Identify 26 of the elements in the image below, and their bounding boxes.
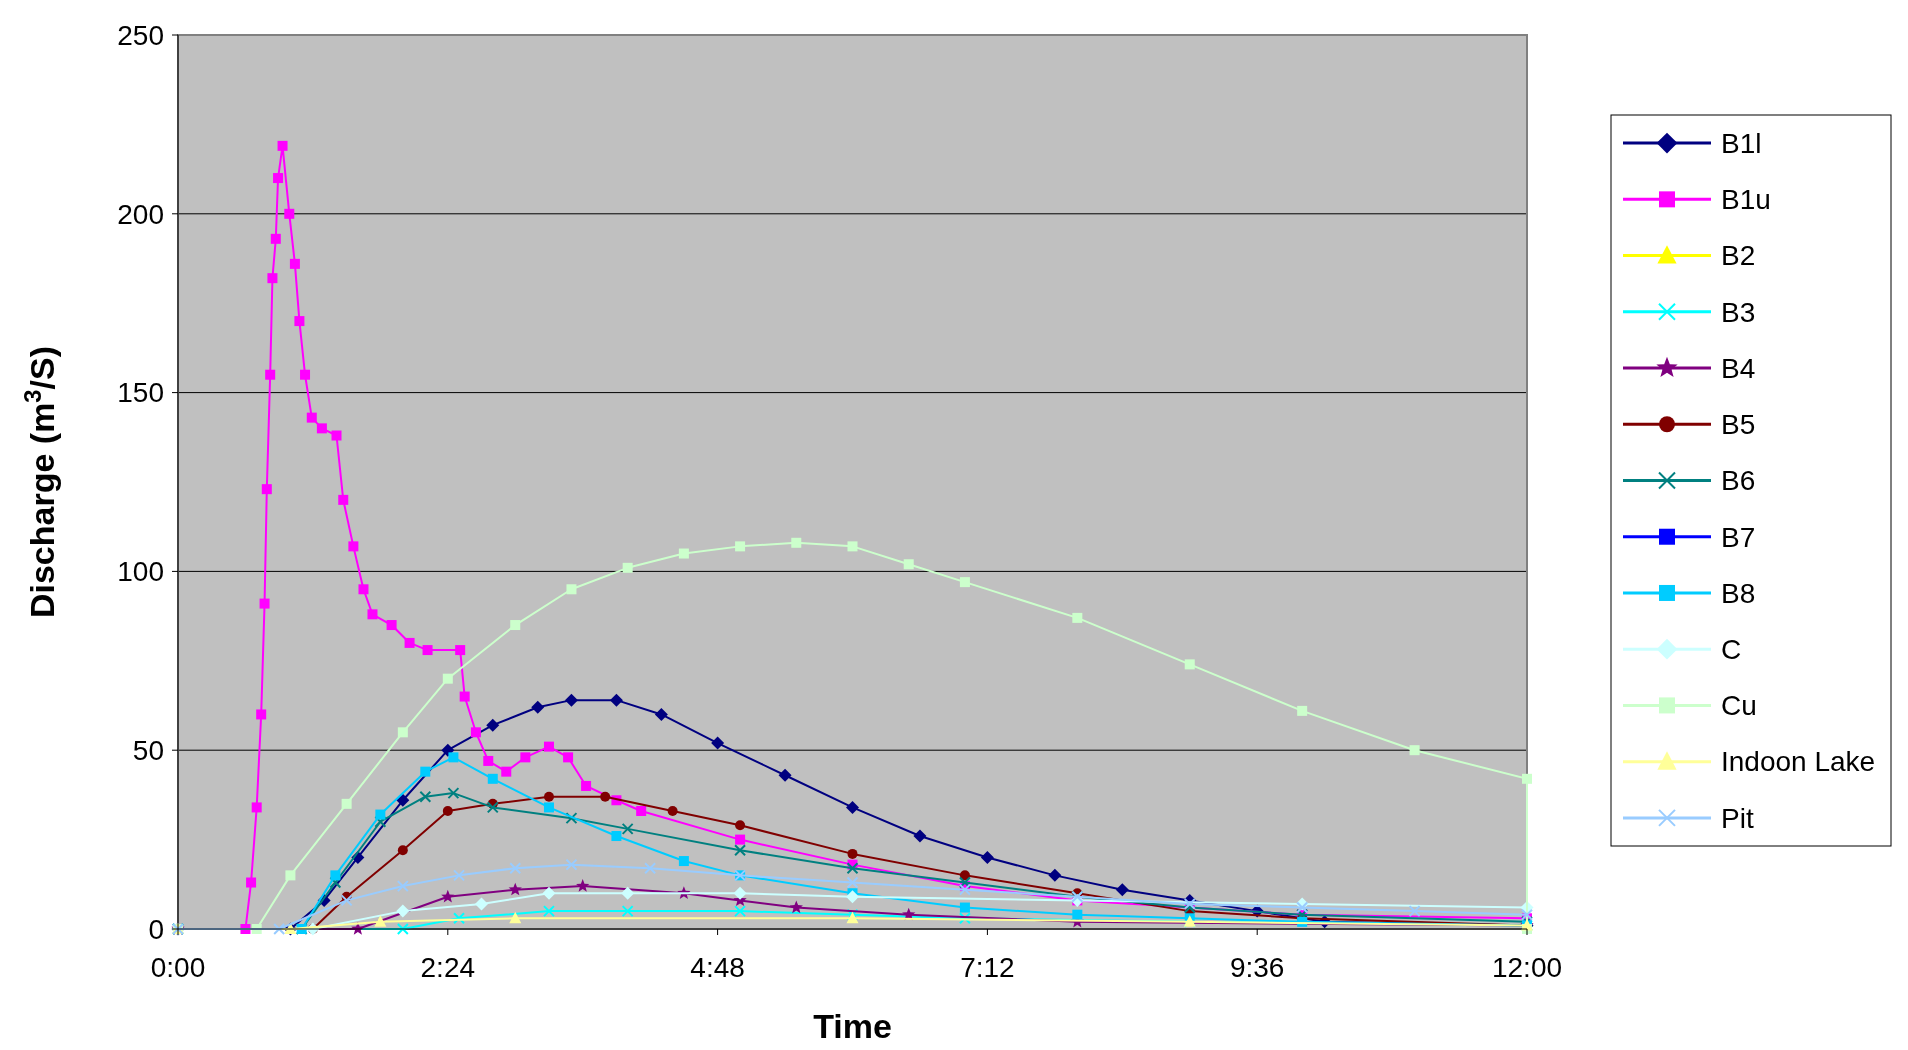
y-tick-label: 150 xyxy=(117,377,164,409)
y-tick-label: 200 xyxy=(117,198,164,230)
legend-label: B4 xyxy=(1721,352,1756,384)
y-tick-label: 50 xyxy=(132,735,164,766)
x-tick-label: 12:00 xyxy=(1491,952,1563,983)
x-tick-label: 9:36 xyxy=(1229,952,1285,983)
x-tick-label: 2:24 xyxy=(420,952,476,983)
legend-label: B5 xyxy=(1721,409,1756,441)
legend-label: B1u xyxy=(1721,184,1771,216)
legend-label: C xyxy=(1721,633,1742,665)
x-tick-label: 0:00 xyxy=(150,952,206,983)
legend-label: B2 xyxy=(1721,240,1756,272)
y-tick-label: 250 xyxy=(117,19,164,51)
legend-label: Cu xyxy=(1721,690,1757,722)
legend-label: B6 xyxy=(1721,465,1756,497)
legend-label: B8 xyxy=(1721,577,1756,609)
legend-label: B7 xyxy=(1721,521,1756,553)
legend-label: B3 xyxy=(1721,296,1756,328)
x-tick-label: 4:48 xyxy=(690,952,745,983)
x-tick-label: 7:12 xyxy=(960,952,1015,983)
y-tick-label: 100 xyxy=(117,556,164,588)
x-axis-title: Time xyxy=(813,1007,892,1045)
legend-label: B1l xyxy=(1721,127,1762,159)
legend-label: Indoon Lake xyxy=(1721,746,1876,778)
y-tick-label: 0 xyxy=(148,913,164,945)
legend-label: Pit xyxy=(1721,802,1754,834)
